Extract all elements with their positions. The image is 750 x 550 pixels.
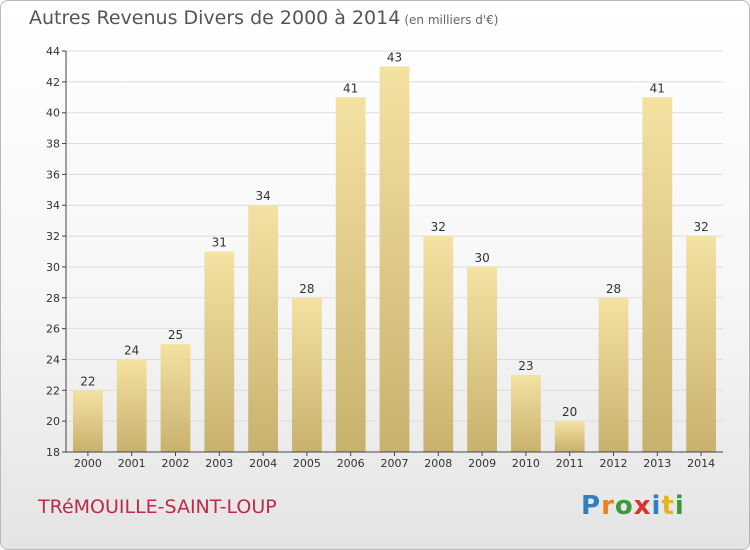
x-tick-label: 2004 <box>249 457 277 470</box>
value-label: 22 <box>80 374 95 388</box>
y-tick-label: 24 <box>46 353 60 366</box>
x-tick-label: 2006 <box>337 457 365 470</box>
y-tick-label: 18 <box>46 446 60 459</box>
x-tick-label: 2005 <box>293 457 321 470</box>
bar-2014 <box>686 236 716 452</box>
y-tick-label: 30 <box>46 261 60 274</box>
value-label: 28 <box>606 282 621 296</box>
logo-letter: t <box>661 491 675 521</box>
bar-2007 <box>379 66 410 452</box>
commune-name: TRéMOUILLE-SAINT-LOUP <box>38 496 277 518</box>
x-tick-label: 2007 <box>381 457 409 470</box>
x-tick-label: 2010 <box>512 457 540 470</box>
value-label: 43 <box>387 50 402 64</box>
chart-title-text: Autres Revenus Divers de 2000 à 2014 <box>29 7 401 29</box>
bar-2000 <box>73 390 103 452</box>
y-tick-label: 20 <box>46 415 60 428</box>
value-label: 25 <box>168 328 183 342</box>
bar-2010 <box>511 374 541 452</box>
value-label: 41 <box>343 81 358 95</box>
bar-2002 <box>160 344 191 452</box>
bar-2001 <box>116 359 147 452</box>
value-label: 31 <box>212 236 227 250</box>
x-tick-label: 2000 <box>74 457 102 470</box>
x-tick-label: 2002 <box>162 457 190 470</box>
value-label: 32 <box>693 220 708 234</box>
x-tick-label: 2008 <box>424 457 452 470</box>
logo-letter: i <box>674 491 685 521</box>
y-tick-label: 28 <box>46 292 60 305</box>
bar-2012 <box>598 297 629 452</box>
chart-title: Autres Revenus Divers de 2000 à 2014 (en … <box>29 7 498 29</box>
logo-letter: o <box>614 491 634 521</box>
y-tick-label: 38 <box>46 138 60 151</box>
logo-letter: r <box>601 491 615 521</box>
x-tick-label: 2014 <box>687 457 715 470</box>
chart-subtitle: (en milliers d'€) <box>404 13 499 27</box>
y-tick-label: 40 <box>46 107 60 120</box>
x-tick-label: 2003 <box>205 457 233 470</box>
x-tick-label: 2013 <box>643 457 671 470</box>
value-label: 41 <box>650 81 665 95</box>
bar-2006 <box>335 97 366 453</box>
value-label: 28 <box>299 282 314 296</box>
y-tick-label: 42 <box>46 76 60 89</box>
x-tick-label: 2011 <box>556 457 584 470</box>
x-tick-label: 2001 <box>118 457 146 470</box>
value-label: 32 <box>431 220 446 234</box>
bar-2009 <box>467 266 497 452</box>
value-label: 20 <box>562 405 577 419</box>
logo-letter: i <box>651 491 662 521</box>
bar-layer: 22 24 25 31 34 28 41 43 32 30 23 20 28 41 32 <box>73 50 716 453</box>
y-tick-label: 32 <box>46 230 60 243</box>
y-tick-label: 34 <box>46 199 60 212</box>
y-tick-label: 44 <box>46 45 60 58</box>
y-tick-label: 22 <box>46 384 60 397</box>
axis-layer: 18 20 22 24 26 28 30 32 34 36 38 40 42 44 2000 2001 2002… <box>46 45 723 470</box>
logo-letter: x <box>633 491 652 521</box>
bar-2003 <box>204 251 235 452</box>
x-tick-label: 2012 <box>600 457 628 470</box>
logo-letter: P <box>581 491 602 521</box>
y-tick-label: 26 <box>46 323 60 336</box>
value-label: 23 <box>518 359 533 373</box>
value-label: 30 <box>474 251 489 265</box>
value-label: 24 <box>124 343 139 357</box>
bar-2011 <box>554 421 585 452</box>
x-tick-label: 2009 <box>468 457 496 470</box>
y-tick-label: 36 <box>46 168 60 181</box>
proxiti-logo[interactable]: Proxiti <box>581 491 685 521</box>
bar-2013 <box>642 97 673 453</box>
bar-2004 <box>248 205 278 452</box>
bar-2008 <box>423 236 454 452</box>
bar-2005 <box>292 297 322 452</box>
value-label: 34 <box>255 189 270 203</box>
